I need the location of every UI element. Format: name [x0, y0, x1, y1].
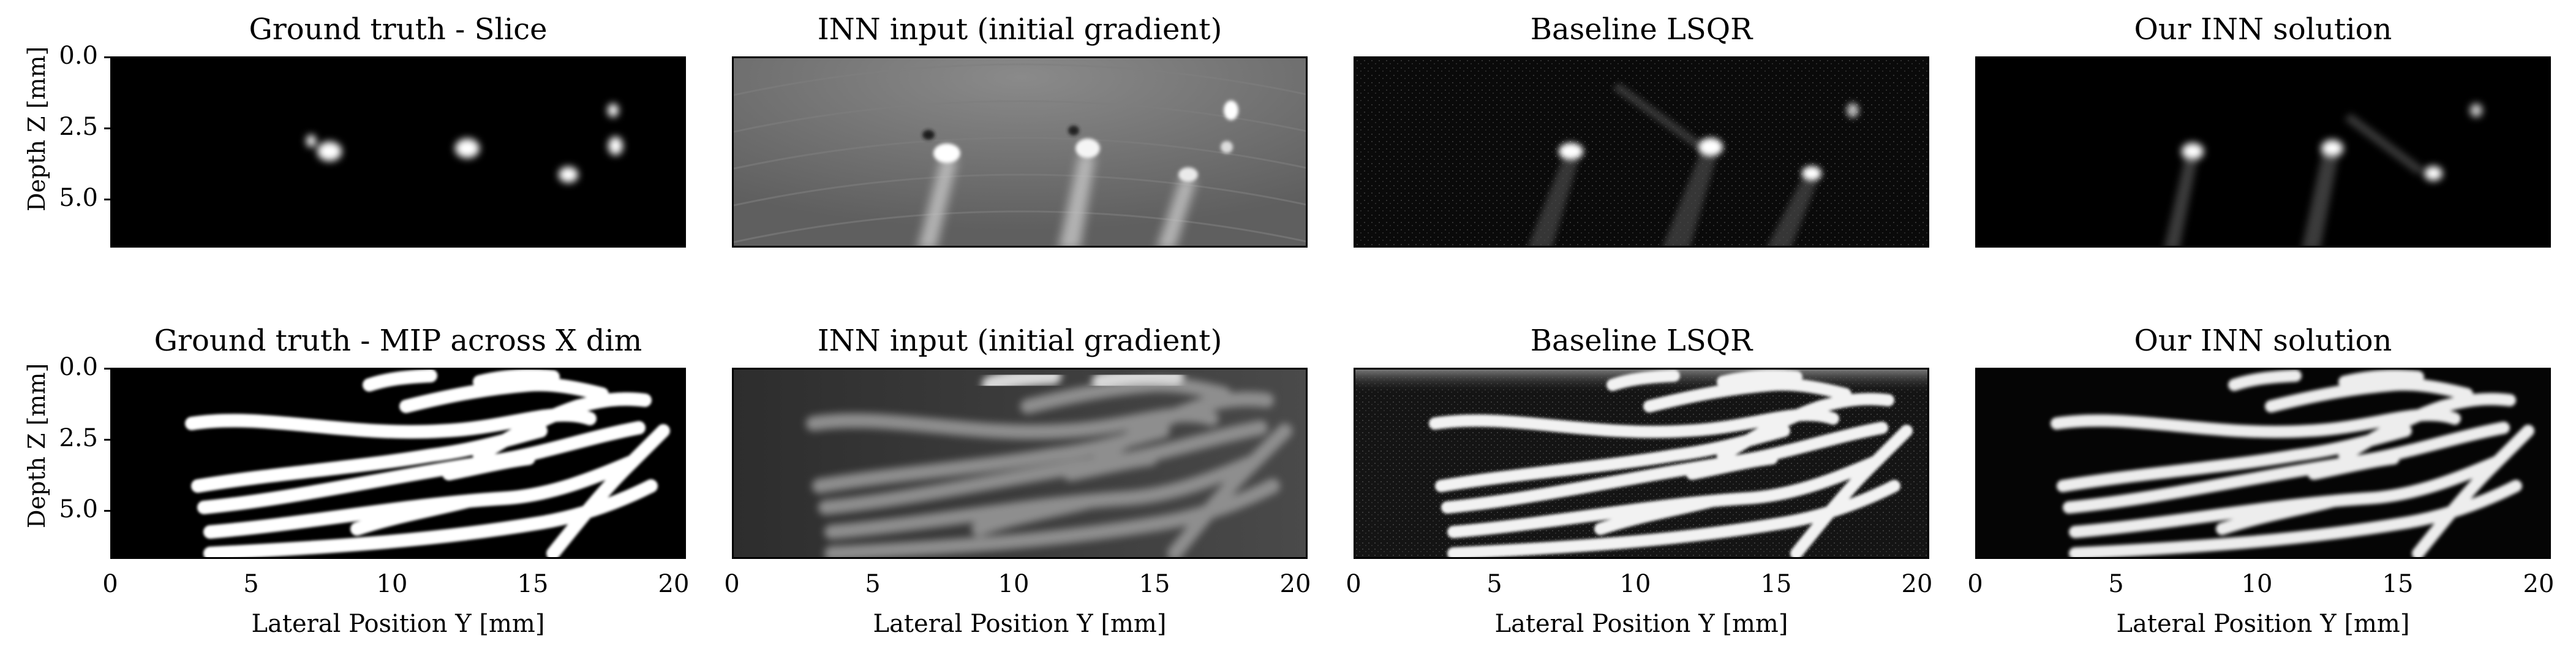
- panel-title: Our INN solution: [2134, 12, 2392, 47]
- y-tick-label: 5.0: [59, 495, 98, 523]
- mip-lsqr: [1355, 370, 1927, 557]
- x-tick-label: 10: [998, 570, 1030, 598]
- x-tick-label: 10: [376, 570, 408, 598]
- y-tick-mark: [104, 199, 110, 200]
- lsqr-texture: [1355, 58, 1927, 246]
- x-tick-label: 20: [1901, 570, 1933, 598]
- panel-title: INN input (initial gradient): [817, 12, 1222, 47]
- x-tick-label: 5: [243, 570, 259, 598]
- y-tick-label: 0.0: [59, 353, 98, 381]
- inn-texture: [2164, 104, 2482, 246]
- x-tick-label: 15: [2382, 570, 2414, 598]
- x-tick-label: 10: [1619, 570, 1651, 598]
- panel-title: INN input (initial gradient): [817, 324, 1222, 358]
- image-ground-truth-mip: [110, 368, 686, 559]
- mip-vessels: [112, 370, 686, 559]
- image-baseline-lsqr-slice: [1354, 56, 1929, 248]
- gradient-texture: [734, 58, 1306, 246]
- x-tick-label: 5: [1486, 570, 1502, 598]
- image-inn-solution-slice: [1975, 56, 2551, 248]
- x-axis-label: Lateral Position Y [mm]: [251, 610, 545, 638]
- y-tick-label: 5.0: [59, 184, 98, 212]
- image-inn-input-slice: [732, 56, 1308, 248]
- x-tick-label: 0: [1967, 570, 1983, 598]
- x-tick-label: 5: [2108, 570, 2124, 598]
- y-tick-label: 2.5: [59, 424, 98, 452]
- x-tick-label: 10: [2241, 570, 2273, 598]
- x-tick-label: 5: [865, 570, 881, 598]
- x-tick-label: 0: [1346, 570, 1361, 598]
- y-tick-mark: [104, 439, 110, 441]
- image-ground-truth-slice: [110, 56, 686, 248]
- image-inn-solution-mip: [1975, 368, 2551, 559]
- image-inn-input-mip: [732, 368, 1308, 559]
- x-tick-label: 0: [724, 570, 740, 598]
- panel-title: Ground truth - MIP across X dim: [154, 324, 642, 358]
- panel-title: Baseline LSQR: [1530, 12, 1753, 47]
- x-tick-label: 15: [517, 570, 549, 598]
- panel-title: Ground truth - Slice: [249, 12, 548, 47]
- x-axis-label: Lateral Position Y [mm]: [873, 610, 1167, 638]
- x-tick-label: 0: [102, 570, 118, 598]
- x-axis-label: Lateral Position Y [mm]: [2116, 610, 2410, 638]
- x-tick-label: 20: [658, 570, 690, 598]
- x-tick-label: 15: [1760, 570, 1792, 598]
- panel-title: Baseline LSQR: [1530, 324, 1753, 358]
- panel-title: Our INN solution: [2134, 324, 2392, 358]
- x-tick-label: 20: [2523, 570, 2555, 598]
- x-tick-label: 20: [1279, 570, 1311, 598]
- image-baseline-lsqr-mip: [1354, 368, 1929, 559]
- x-axis-label: Lateral Position Y [mm]: [1494, 610, 1788, 638]
- y-tick-mark: [104, 368, 110, 370]
- y-tick-mark: [104, 127, 110, 129]
- mip-inn: [1977, 370, 2551, 559]
- y-tick-label: 2.5: [59, 113, 98, 141]
- y-tick-mark: [104, 510, 110, 512]
- slice-blobs: [306, 104, 623, 183]
- mip-gradient: [734, 370, 1306, 557]
- y-tick-label: 0.0: [59, 42, 98, 70]
- y-tick-mark: [104, 56, 110, 58]
- x-tick-label: 15: [1139, 570, 1170, 598]
